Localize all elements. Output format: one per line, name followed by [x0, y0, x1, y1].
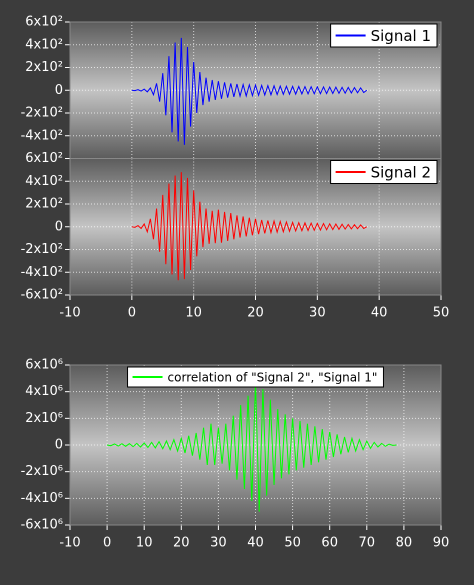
x-tick-label: 40: [247, 536, 264, 551]
legend-label: Signal 2: [371, 164, 431, 182]
y-tick-label: 6x10²: [25, 15, 63, 30]
x-tick-label: 10: [136, 536, 153, 551]
y-tick-label: -2x10⁶: [21, 464, 63, 479]
x-tick-label: -10: [59, 306, 80, 321]
y-tick-label: 2x10²: [25, 60, 63, 75]
y-tick-label: 6x10⁶: [25, 358, 63, 373]
y-tick-label: 0: [55, 219, 63, 234]
x-tick-label: 20: [247, 306, 264, 321]
x-tick-label: 0: [128, 306, 136, 321]
plot-frame: [69, 364, 442, 526]
legend-box: [330, 160, 438, 184]
y-tick-label: -4x10⁶: [21, 491, 63, 506]
x-tick-label: 50: [433, 306, 450, 321]
y-tick-label: 2x10²: [25, 197, 63, 212]
legend: correlation of "Signal 2", "Signal 1": [127, 366, 384, 388]
legend-box: [127, 366, 384, 388]
y-tick-label: -4x10²: [21, 265, 63, 280]
series-line: [107, 382, 397, 512]
y-tick-label: 4x10⁶: [25, 384, 63, 399]
series-line: [131, 37, 368, 145]
y-tick-label: -2x10²: [21, 242, 63, 257]
y-tick-label: 4x10²: [25, 37, 63, 52]
x-tick-label: 80: [396, 536, 413, 551]
y-tick-label: -6x10⁶: [21, 518, 63, 533]
y-tick-label: 0: [55, 83, 63, 98]
x-tick-label: 30: [210, 536, 227, 551]
x-tick-label: 60: [321, 536, 338, 551]
y-tick-label: 0: [55, 438, 63, 453]
y-tick-label: -4x10²: [21, 128, 63, 143]
x-tick-label: 50: [284, 536, 301, 551]
plot-frame: [69, 158, 442, 296]
x-tick-label: 30: [309, 306, 326, 321]
x-tick-label: 70: [359, 536, 376, 551]
x-tick-label: 90: [433, 536, 450, 551]
x-tick-label: 20: [173, 536, 190, 551]
y-tick-label: -2x10²: [21, 106, 63, 121]
y-tick-label: 6x10²: [25, 151, 63, 166]
legend-label: Signal 1: [371, 27, 431, 45]
series-line: [131, 172, 368, 281]
y-tick-label: 2x10⁶: [25, 411, 63, 426]
x-tick-label: 10: [185, 306, 202, 321]
legend-label: correlation of "Signal 2", "Signal 1": [168, 371, 378, 385]
y-tick-label: 4x10²: [25, 174, 63, 189]
legend: Signal 1: [330, 23, 438, 48]
x-tick-label: -10: [59, 536, 80, 551]
x-tick-label: 0: [103, 536, 111, 551]
y-tick-label: -6x10²: [21, 288, 63, 303]
x-tick-label: 40: [371, 306, 388, 321]
legend-box: [330, 23, 438, 48]
legend: Signal 2: [330, 160, 438, 184]
